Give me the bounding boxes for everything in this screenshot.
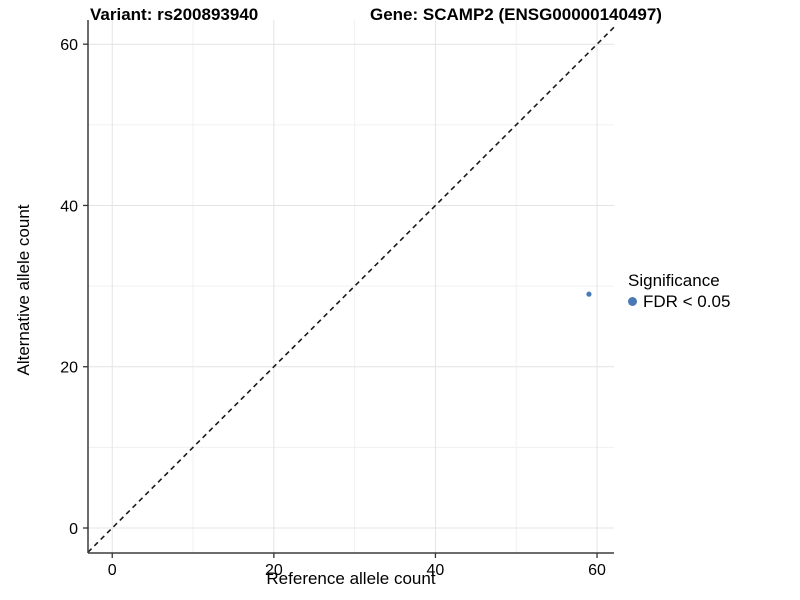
diagonal-reference-line [87, 26, 615, 553]
legend: Significance FDR < 0.05 [628, 270, 730, 312]
x-axis-label: Reference allele count [266, 569, 436, 588]
legend-point-icon [628, 297, 637, 306]
legend-entry-label: FDR < 0.05 [643, 292, 731, 311]
data-point [586, 291, 592, 297]
legend-entry: FDR < 0.05 [628, 291, 730, 312]
x-tick-label: 40 [427, 562, 445, 579]
y-axis-label: Alternative allele count [14, 204, 33, 376]
y-tick-label: 40 [60, 198, 78, 215]
legend-title: Significance [628, 271, 720, 290]
y-tick-label: 20 [60, 360, 78, 377]
y-tick-label: 60 [60, 37, 78, 54]
y-tick-label: 0 [69, 521, 78, 538]
plot-title-gene: Gene: SCAMP2 (ENSG00000140497) [370, 5, 662, 24]
x-tick-label: 20 [265, 562, 283, 579]
plot-title-variant: Variant: rs200893940 [90, 5, 259, 24]
x-tick-label: 60 [588, 562, 606, 579]
x-tick-label: 0 [108, 562, 117, 579]
